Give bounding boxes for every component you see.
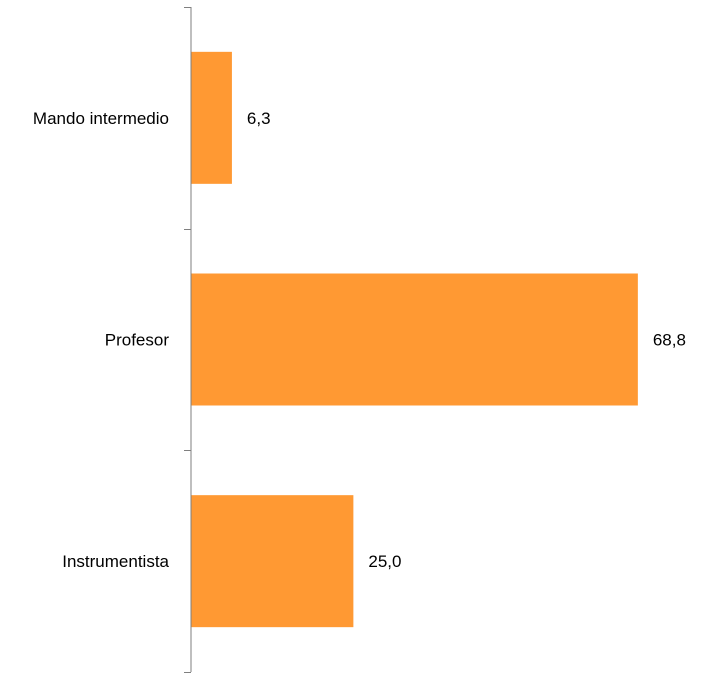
category-label: Instrumentista <box>62 552 169 571</box>
bar <box>191 495 354 628</box>
data-label: 68,8 <box>653 331 686 350</box>
category-axis <box>184 7 192 673</box>
data-label: 25,0 <box>368 552 401 571</box>
category-label: Profesor <box>105 331 170 350</box>
bars-layer <box>191 51 638 628</box>
data-label: 6,3 <box>247 109 271 128</box>
labels-layer: Mando intermedio 6,3 Profesor 68,8 Instrumen… <box>33 109 686 571</box>
bar <box>191 273 638 406</box>
bar <box>191 51 232 184</box>
category-label: Mando intermedio <box>33 109 169 128</box>
